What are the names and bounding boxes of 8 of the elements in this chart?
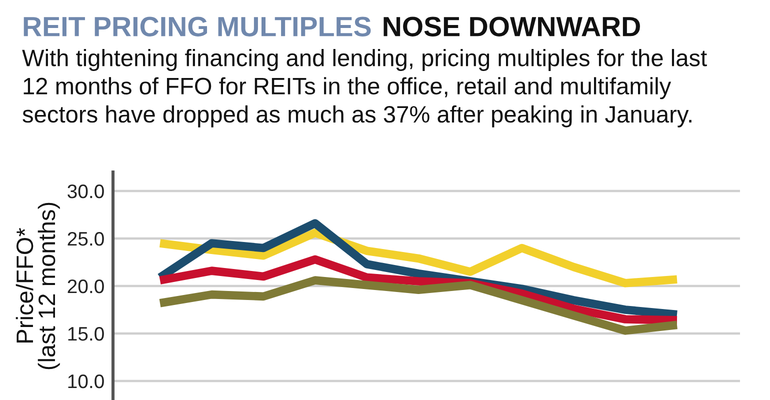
y-tick-label: 15.0 — [68, 326, 104, 341]
chart-title: REIT PRICING MULTIPLES NOSE DOWNWARD — [24, 16, 640, 36]
y-tick-label: 25.0 — [68, 232, 104, 246]
chart-subtitle: With tightening financing and lending, pricing multiples for the last 12 months of FFO for REITs in the office, retail and multifamily sectors have dropped as much as 37% after peaking in January. — [22, 49, 707, 128]
y-tick-label: 20.0 — [68, 279, 104, 294]
y-tick-label: 10.0 — [68, 374, 104, 388]
y-axis-title: Price/FFO* (last 12 months) — [16, 202, 60, 370]
y-tick-label: 30.0 — [68, 184, 104, 198]
